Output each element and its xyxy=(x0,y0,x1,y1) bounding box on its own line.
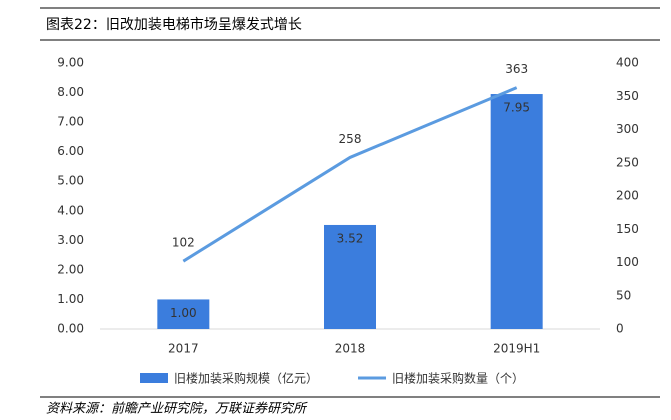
bar-label: 3.52 xyxy=(337,231,364,245)
x-tick-label: 2017 xyxy=(168,342,199,356)
y-tick-label: 3.00 xyxy=(57,233,84,247)
y2-tick-label: 0 xyxy=(616,322,624,336)
y2-tick-label: 50 xyxy=(616,288,631,302)
line-label: 363 xyxy=(505,62,528,76)
y-tick-label: 1.00 xyxy=(57,292,84,306)
y-tick-label: 9.00 xyxy=(57,56,84,70)
y2-tick-label: 300 xyxy=(616,122,639,136)
x-tick-label: 2018 xyxy=(335,342,366,356)
line-label: 258 xyxy=(339,132,362,146)
y-tick-label: 8.00 xyxy=(57,85,84,99)
line-label: 102 xyxy=(172,236,195,250)
line xyxy=(182,86,518,263)
bar xyxy=(157,299,210,329)
bar-label: 7.95 xyxy=(503,101,530,115)
bar xyxy=(490,94,543,330)
legend-label: 旧楼加装采购数量（个） xyxy=(392,371,524,386)
bar xyxy=(324,224,376,329)
y-tick-label: 2.00 xyxy=(57,262,84,276)
legend-swatch xyxy=(140,373,168,383)
y2-tick-label: 200 xyxy=(616,189,639,203)
chart-title: 图表22：旧改加装电梯市场呈爆发式增长 xyxy=(46,16,302,33)
y2-tick-label: 100 xyxy=(616,255,639,269)
y-tick-label: 7.00 xyxy=(57,115,84,129)
y2-tick-label: 250 xyxy=(616,155,639,169)
source: 资料来源：前瞻产业研究院，万联证券研究所 xyxy=(46,401,308,417)
y2-tick-label: 350 xyxy=(616,89,639,103)
y2-tick-label: 400 xyxy=(616,56,639,70)
y-tick-label: 4.00 xyxy=(57,203,84,217)
y2-tick-label: 150 xyxy=(616,222,639,236)
y-tick-label: 6.00 xyxy=(57,144,84,158)
x-tick-label: 2019H1 xyxy=(493,342,540,356)
legend-label: 旧楼加装采购规模（亿元） xyxy=(174,371,318,386)
bar-label: 1.00 xyxy=(170,306,197,320)
y-tick-label: 0.00 xyxy=(57,322,84,336)
y-tick-label: 5.00 xyxy=(57,174,84,188)
